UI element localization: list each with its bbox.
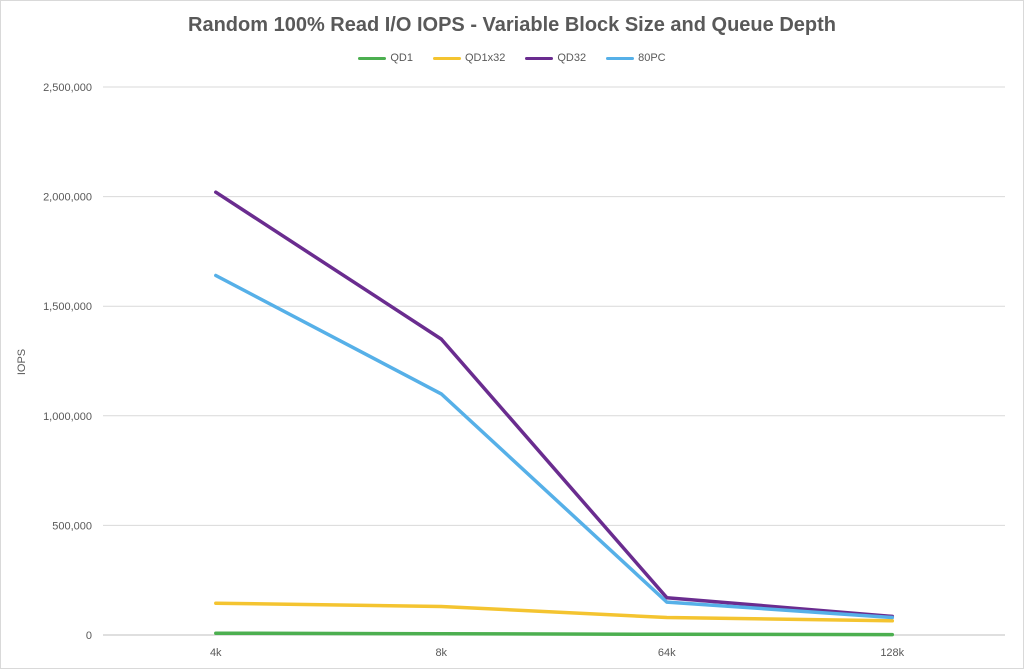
- y-tick-label: 2,000,000: [43, 192, 92, 204]
- series-line-qd1: [214, 631, 895, 637]
- legend-item-80pc: 80PC: [606, 52, 666, 64]
- x-tick-label: 128k: [880, 647, 904, 659]
- legend-label: QD1x32: [464, 52, 506, 65]
- series-line-80pc: [214, 273, 895, 620]
- chart-title: Random 100% Read I/O IOPS - Variable Blo…: [188, 14, 836, 36]
- legend-item-qd32: QD32: [525, 52, 586, 64]
- legend-swatch: [432, 56, 461, 60]
- legend-swatch: [525, 56, 554, 60]
- y-tick-label: 1,500,000: [43, 301, 92, 313]
- series-line-qd1x32: [214, 601, 895, 623]
- y-tick-label: 2,500,000: [43, 82, 92, 94]
- legend-label: 80PC: [638, 52, 666, 65]
- gridlines: [103, 86, 1005, 636]
- y-tick-label: 1,000,000: [43, 411, 92, 423]
- x-tick-label: 8k: [435, 647, 447, 659]
- x-tick-label: 4k: [210, 647, 222, 659]
- legend-swatch: [358, 56, 387, 60]
- x-tick-label: 64k: [658, 647, 676, 659]
- series-line-qd32: [214, 190, 895, 619]
- series-lines: [214, 190, 895, 637]
- legend-item-qd1x32: QD1x32: [432, 52, 506, 65]
- legend-item-qd1: QD1: [358, 52, 413, 64]
- legend-swatch: [606, 56, 635, 60]
- legend-label: QD1: [390, 52, 413, 65]
- y-tick-label: 500,000: [52, 520, 92, 532]
- y-tick-labels: 0 500,000 1,000,000 1,500,000 2,000,000 2,500…: [43, 82, 92, 642]
- legend-label: QD32: [557, 52, 587, 65]
- y-tick-label: 0: [86, 630, 92, 642]
- chart-legend: QD1 QD1x32 QD32 80PC: [0, 52, 1024, 64]
- x-tick-labels: 4k 8k 64k 128k: [210, 647, 905, 659]
